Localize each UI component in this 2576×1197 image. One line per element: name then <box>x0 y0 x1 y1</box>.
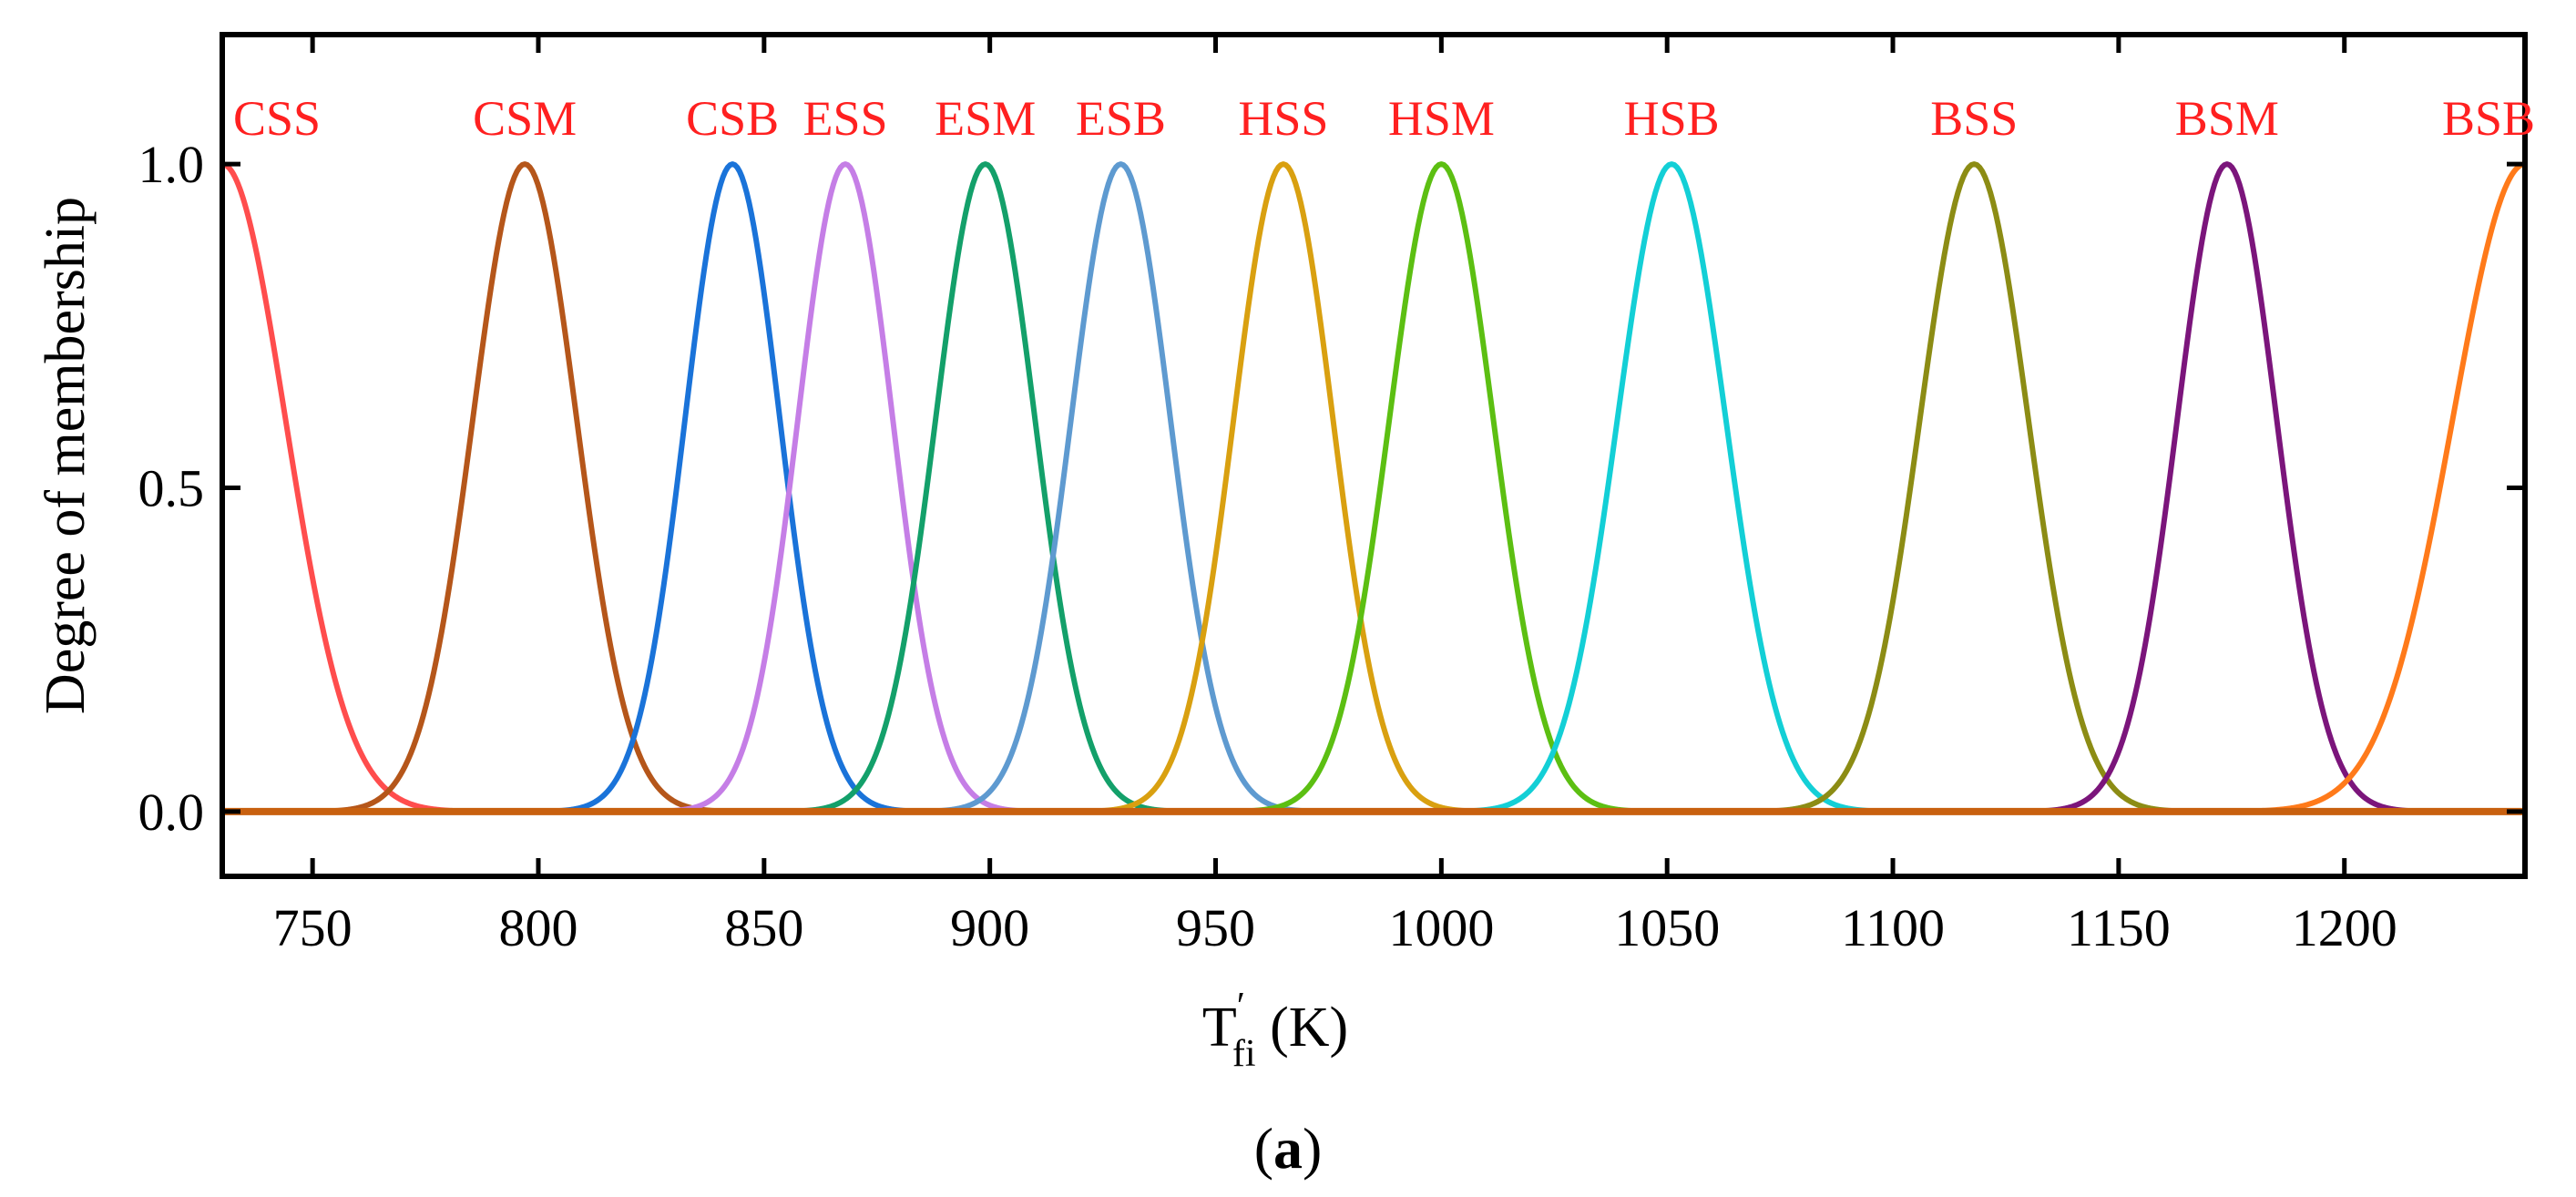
series-label-bsm: BSM <box>2175 91 2279 146</box>
y-tick-label: 0.0 <box>138 783 205 842</box>
series-label-bss: BSS <box>1930 91 2018 146</box>
series-curve-csm <box>316 161 733 814</box>
series-label-csb: CSB <box>686 91 779 146</box>
series-curve-bsm <box>2028 161 2427 814</box>
series-curve-bsb <box>2234 161 2527 814</box>
series-label-hss: HSS <box>1238 91 1328 146</box>
x-tick-label: 800 <box>498 898 578 957</box>
x-axis-title: T′ fi (K) <box>1202 986 1348 1075</box>
x-axis-title-subscript: fi <box>1232 1033 1256 1075</box>
series-curve-bss <box>1757 161 2192 814</box>
x-tick-label: 750 <box>273 898 353 957</box>
x-axis-title-prime: ′ <box>1237 986 1245 1028</box>
x-axis-title-main: T <box>1202 997 1237 1059</box>
series-curve-esm <box>786 161 1185 814</box>
series-label-esm: ESM <box>935 91 1036 146</box>
caption-letter: a <box>1273 1116 1303 1181</box>
series-curve-csb <box>542 161 923 814</box>
series-layer <box>220 161 2527 814</box>
x-tick-label: 1200 <box>2292 898 2397 957</box>
x-tick-label: 950 <box>1176 898 1255 957</box>
plot-frame <box>220 32 2528 879</box>
series-curve-hss <box>1084 161 1483 814</box>
series-label-hsm: HSM <box>1388 91 1495 146</box>
series-label-csm: CSM <box>473 91 577 146</box>
series-label-esb: ESB <box>1076 91 1166 146</box>
x-tick-label: 1150 <box>2067 898 2171 957</box>
series-label-ess: ESS <box>803 91 888 146</box>
series-label-hsb: HSB <box>1624 91 1720 146</box>
y-axis-title: Degree of membership <box>35 197 97 714</box>
caption-open: ( <box>1254 1116 1273 1181</box>
y-tick-label: 1.0 <box>138 135 205 194</box>
series-curve-hsm <box>1233 161 1650 814</box>
figure-caption: (a) <box>1254 1116 1323 1181</box>
x-tick-label: 900 <box>950 898 1029 957</box>
tick-layer: 750 800 850 900 950 1000 1050 1100 1150 1200 0.0 0.… <box>138 35 2525 957</box>
series-label-layer: CSS CSM CSB ESS ESM ESB HSS HSM HSB BSS BSM BSB <box>233 91 2535 146</box>
series-curve-esb <box>922 161 1320 814</box>
y-tick-label: 0.5 <box>138 459 205 518</box>
series-label-bsb: BSB <box>2442 91 2535 146</box>
x-tick-label: 1100 <box>1841 898 1945 957</box>
x-tick-label: 1050 <box>1614 898 1720 957</box>
series-label-css: CSS <box>233 91 321 146</box>
x-tick-label: 1000 <box>1388 898 1494 957</box>
x-axis-title-unit: (K) <box>1256 997 1349 1059</box>
series-curve-ess <box>655 161 1036 814</box>
caption-close: ) <box>1303 1116 1322 1181</box>
series-curve-css <box>220 161 476 814</box>
series-curve-hsb <box>1455 161 1889 814</box>
x-tick-label: 850 <box>724 898 803 957</box>
